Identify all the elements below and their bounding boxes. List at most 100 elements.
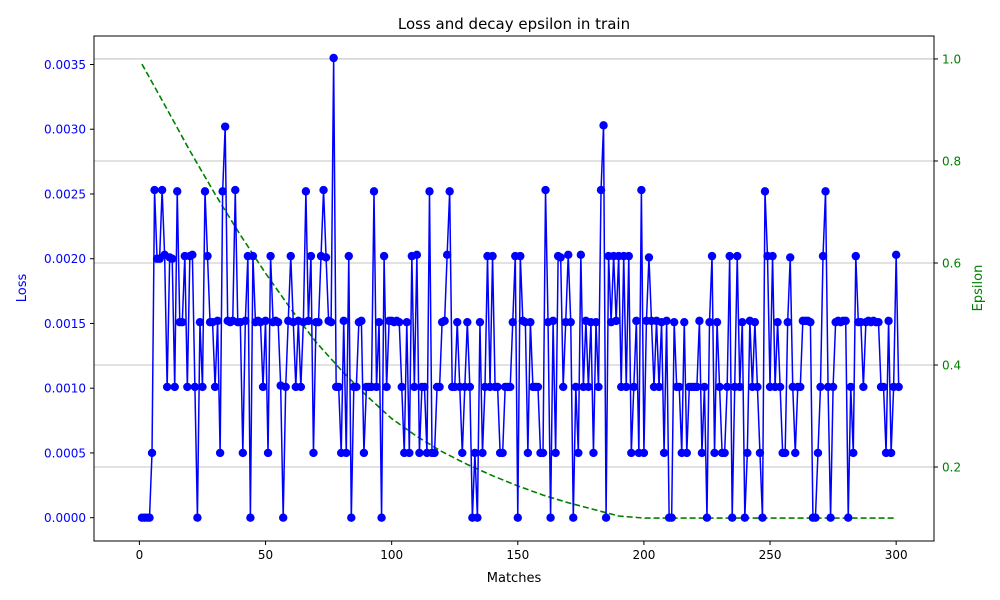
right-y-tick-label: 0.8	[942, 154, 961, 168]
loss-point	[692, 382, 702, 392]
loss-point	[589, 448, 598, 458]
loss-point	[147, 448, 157, 458]
loss-point	[296, 382, 306, 392]
loss-point	[707, 251, 717, 261]
left-y-tick-label: 0.0010	[44, 382, 86, 396]
loss-point	[849, 448, 858, 458]
loss-point	[806, 317, 815, 327]
loss-point	[828, 382, 838, 392]
loss-point	[412, 250, 422, 260]
loss-point	[659, 448, 669, 458]
loss-point	[258, 382, 268, 392]
loss-point	[342, 448, 351, 458]
loss-point	[261, 316, 270, 326]
loss-point	[304, 316, 313, 326]
loss-point	[786, 253, 795, 262]
loss-point	[662, 316, 671, 326]
loss-point	[263, 448, 273, 458]
loss-point	[231, 185, 240, 195]
loss-series	[137, 53, 903, 522]
right-y-axis: 0.2 0.4 0.6 0.8 1.0	[934, 52, 961, 475]
loss-point	[644, 253, 654, 262]
loss-point	[190, 382, 200, 392]
loss-point	[183, 382, 192, 392]
loss-point	[576, 250, 586, 260]
left-y-tick-label: 0.0035	[44, 58, 86, 72]
loss-point	[213, 316, 222, 326]
loss-point	[470, 448, 480, 458]
loss-point	[463, 317, 472, 327]
loss-point	[173, 187, 182, 196]
x-tick-label: 300	[885, 548, 908, 562]
loss-point	[516, 251, 525, 261]
loss-point	[458, 448, 467, 458]
loss-point	[584, 382, 593, 392]
right-y-tick-label: 0.4	[942, 359, 961, 373]
loss-point	[488, 251, 497, 261]
loss-point	[733, 251, 742, 261]
loss-point	[195, 317, 205, 327]
loss-point	[321, 253, 331, 262]
loss-point	[841, 316, 850, 326]
loss-point	[281, 382, 290, 392]
loss-point	[760, 187, 770, 196]
loss-point	[851, 251, 860, 261]
loss-point	[821, 187, 830, 196]
loss-point	[334, 382, 343, 392]
loss-point	[374, 317, 384, 327]
loss-point	[352, 382, 361, 392]
loss-point	[548, 316, 558, 326]
loss-point	[430, 448, 439, 458]
right-y-tick-label: 1.0	[942, 52, 961, 66]
loss-point	[339, 316, 348, 326]
loss-point	[347, 513, 356, 522]
loss-point	[743, 448, 752, 458]
loss-point	[541, 185, 550, 195]
loss-point	[246, 513, 255, 522]
chart-title: Loss and decay epsilon in train	[398, 15, 630, 33]
loss-point	[442, 250, 452, 260]
loss-point	[667, 513, 676, 522]
loss-point	[826, 513, 835, 522]
loss-point	[564, 250, 573, 260]
loss-point	[193, 513, 202, 522]
loss-point	[571, 382, 580, 392]
loss-point	[157, 185, 167, 195]
loss-point	[241, 316, 250, 326]
loss-point	[369, 187, 379, 196]
x-tick-label: 0	[136, 548, 144, 562]
loss-point	[891, 250, 901, 260]
loss-point	[599, 121, 608, 130]
loss-point	[301, 187, 311, 196]
loss-point	[453, 317, 462, 327]
loss-point	[700, 382, 709, 392]
loss-point	[728, 513, 737, 522]
loss-point	[755, 448, 765, 458]
loss-point	[415, 448, 424, 458]
right-y-tick-label: 0.2	[942, 461, 961, 475]
loss-point	[594, 382, 603, 392]
loss-point	[526, 317, 535, 327]
x-axis: 0 50 100 150 200 250 300	[136, 541, 908, 562]
loss-point	[170, 382, 179, 392]
loss-point	[168, 254, 177, 263]
loss-point	[506, 382, 515, 392]
left-y-axis: 0.0000 0.0005 0.0010 0.0015 0.0020 0.0025 0.00…	[44, 58, 94, 525]
loss-point	[546, 513, 555, 522]
loss-point	[420, 382, 429, 392]
loss-point	[722, 382, 732, 392]
loss-point	[574, 448, 583, 458]
loss-point	[682, 448, 691, 458]
left-y-tick-label: 0.0000	[44, 511, 86, 525]
left-y-tick-label: 0.0025	[44, 187, 86, 201]
loss-point	[720, 448, 729, 458]
x-tick-label: 250	[759, 548, 782, 562]
loss-point	[551, 448, 560, 458]
loss-point	[266, 251, 275, 261]
loss-point	[654, 382, 664, 392]
loss-point	[622, 382, 631, 392]
left-y-tick-label: 0.0015	[44, 317, 86, 331]
loss-point	[697, 448, 707, 458]
loss-point	[844, 513, 853, 522]
